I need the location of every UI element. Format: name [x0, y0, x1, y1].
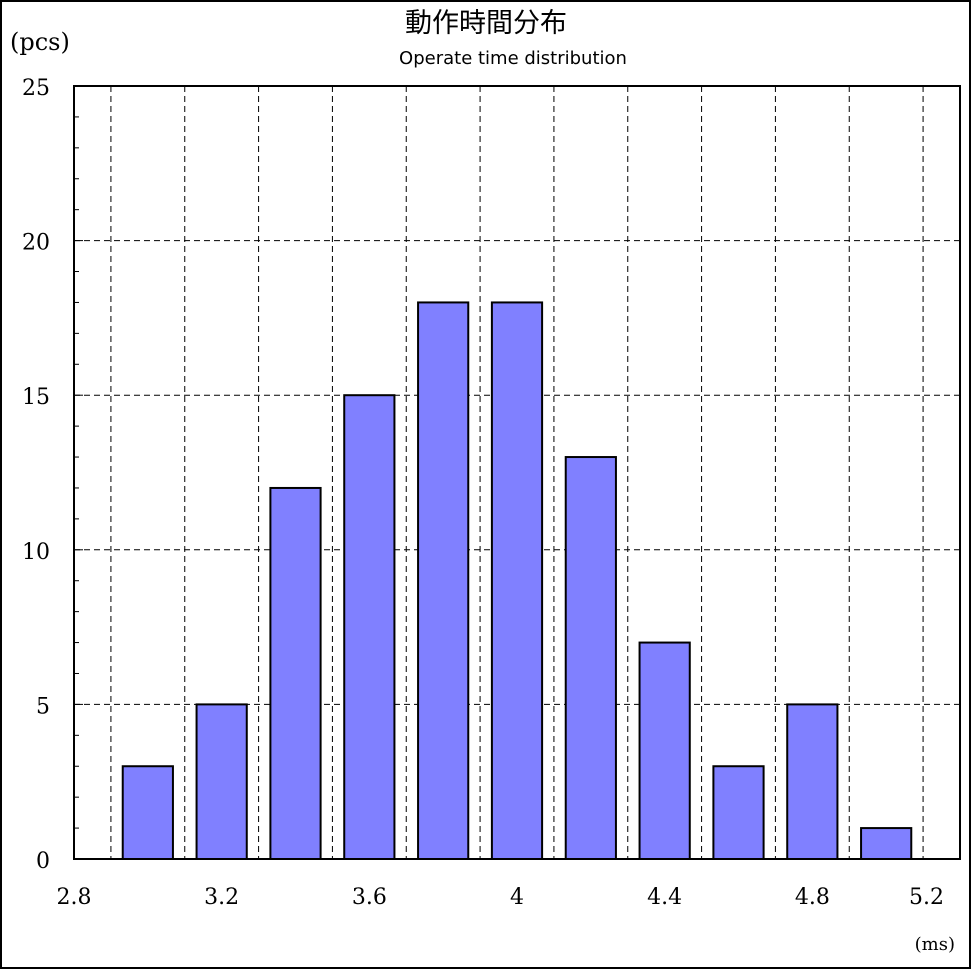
plot-frame — [73, 85, 961, 860]
x-axis-labels: 2.8 3.2 3.6 4 4.4 4.8 5.2 — [57, 885, 945, 910]
bar — [638, 641, 691, 860]
bar — [417, 301, 470, 860]
y-tick-label: 0 — [36, 849, 50, 874]
x-tick-label: 4 — [510, 885, 524, 910]
y-axis-ticks — [74, 85, 83, 860]
chart-subtitle: Operate time distribution — [399, 48, 627, 69]
y-tick-label: 25 — [22, 76, 50, 101]
x-tick-label: 4.4 — [647, 885, 682, 910]
bar — [269, 486, 322, 860]
bar — [195, 703, 248, 861]
x-axis-unit: (ms) — [915, 934, 955, 955]
y-tick-label: 20 — [22, 231, 50, 256]
y-axis-labels: 0 5 10 15 20 25 — [22, 76, 50, 874]
x-tick-label: 3.2 — [204, 885, 239, 910]
bar — [490, 301, 544, 860]
y-tick-label: 15 — [22, 385, 50, 410]
bars — [121, 301, 913, 861]
bar — [564, 456, 617, 860]
bar — [786, 703, 839, 861]
y-tick-label: 5 — [36, 694, 50, 719]
y-axis-unit: (pcs) — [10, 28, 70, 56]
bar — [121, 765, 174, 860]
x-tick-label: 5.2 — [909, 885, 944, 910]
y-tick-label: 10 — [22, 540, 50, 565]
bar — [343, 394, 396, 860]
bar — [860, 827, 913, 861]
x-tick-label: 4.8 — [795, 885, 830, 910]
x-tick-label: 2.8 — [57, 885, 92, 910]
chart-title: 動作時間分布 — [405, 8, 567, 39]
x-tick-label: 3.6 — [352, 885, 387, 910]
bar — [712, 765, 765, 860]
